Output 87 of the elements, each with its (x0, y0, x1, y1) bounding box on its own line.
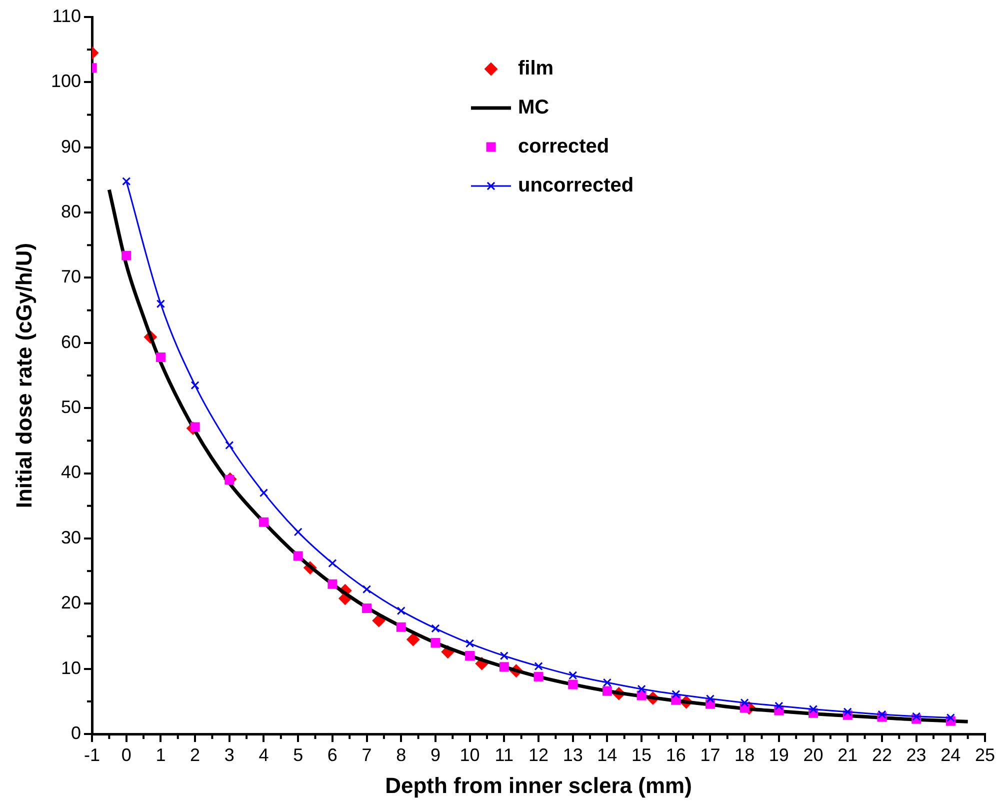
x-tick-label: 4 (258, 744, 269, 765)
x-tick-label: 25 (974, 744, 996, 765)
x-tick-label: 10 (460, 744, 480, 765)
y-tick-label: 100 (50, 71, 81, 92)
x-tick-label: 18 (734, 744, 755, 765)
point (568, 671, 578, 680)
x-tick-label: 16 (666, 744, 686, 765)
x-tick-label: 13 (562, 744, 583, 765)
x-tick-label: 20 (803, 744, 824, 765)
point (396, 606, 406, 616)
point (568, 680, 578, 690)
x-tick-label: 9 (430, 744, 440, 765)
x-tick-label: 12 (528, 744, 549, 765)
x-tick-label: 21 (838, 744, 858, 765)
point (294, 528, 302, 536)
point (534, 662, 543, 670)
x-tick-label: 14 (597, 744, 618, 765)
point (122, 250, 132, 260)
point (430, 638, 440, 648)
x-tick-label: 8 (396, 744, 406, 765)
point (672, 690, 680, 699)
point (912, 712, 921, 721)
x-tick-label: 23 (906, 744, 926, 765)
y-tick-label: 10 (60, 658, 81, 678)
legend-label: corrected (518, 136, 610, 158)
x-tick-label: 7 (362, 744, 372, 765)
x-tick-label: 5 (293, 744, 304, 765)
point (328, 558, 337, 568)
point (636, 690, 646, 700)
point (406, 632, 420, 646)
point (534, 672, 544, 682)
y-tick-label: 0 (70, 722, 81, 743)
x-tick-label: 15 (632, 744, 652, 765)
x-tick-label: 1 (156, 744, 166, 765)
point (637, 684, 646, 694)
point (328, 579, 338, 589)
point (362, 603, 372, 613)
point (602, 686, 612, 696)
x-tick-label: 0 (121, 744, 132, 765)
point (396, 622, 406, 632)
x-tick-label: 24 (940, 744, 961, 765)
point (808, 704, 818, 714)
point (225, 440, 234, 450)
y-tick-label: 110 (52, 6, 81, 26)
point (122, 176, 131, 186)
point (465, 651, 475, 661)
point (259, 488, 268, 498)
y-tick-label: 40 (60, 462, 81, 482)
legend-label: uncorrected (518, 174, 634, 197)
point (156, 352, 166, 362)
y-tick-label: 90 (60, 136, 81, 156)
point (671, 695, 681, 705)
point (466, 639, 474, 648)
point (500, 651, 508, 660)
point (499, 662, 509, 672)
y-tick-label: 60 (60, 332, 81, 352)
point (706, 694, 715, 704)
y-tick-label: 30 (60, 527, 81, 548)
x-tick-label: 6 (327, 744, 338, 765)
y-tick-label: 50 (60, 397, 81, 418)
point (431, 624, 440, 633)
x-tick-label: 19 (768, 744, 789, 765)
point (293, 551, 303, 561)
x-tick-label: 2 (190, 744, 200, 765)
legend-label: MC (518, 96, 550, 119)
y-axis-title: Initial dose rate (cGy/h/U) (11, 242, 36, 508)
x-tick-label: 22 (872, 744, 892, 765)
x-tick-label: 17 (700, 744, 720, 765)
x-tick-label: 3 (224, 744, 234, 765)
y-tick-label: 20 (60, 592, 81, 613)
x-tick-label: -1 (84, 744, 100, 765)
point (843, 708, 852, 716)
point (224, 475, 234, 485)
point (774, 702, 784, 710)
point (602, 678, 612, 687)
point (740, 698, 749, 707)
legend-label: film (518, 58, 554, 80)
point (362, 585, 372, 594)
y-tick-label: 70 (60, 266, 81, 287)
x-tick-label: 11 (494, 744, 514, 765)
point (878, 710, 886, 719)
x-axis-title: Depth from inner sclera (mm) (385, 772, 692, 798)
point (190, 380, 200, 390)
y-tick-label: 80 (60, 202, 81, 222)
point (258, 517, 268, 527)
point (946, 713, 955, 722)
point (156, 300, 165, 308)
